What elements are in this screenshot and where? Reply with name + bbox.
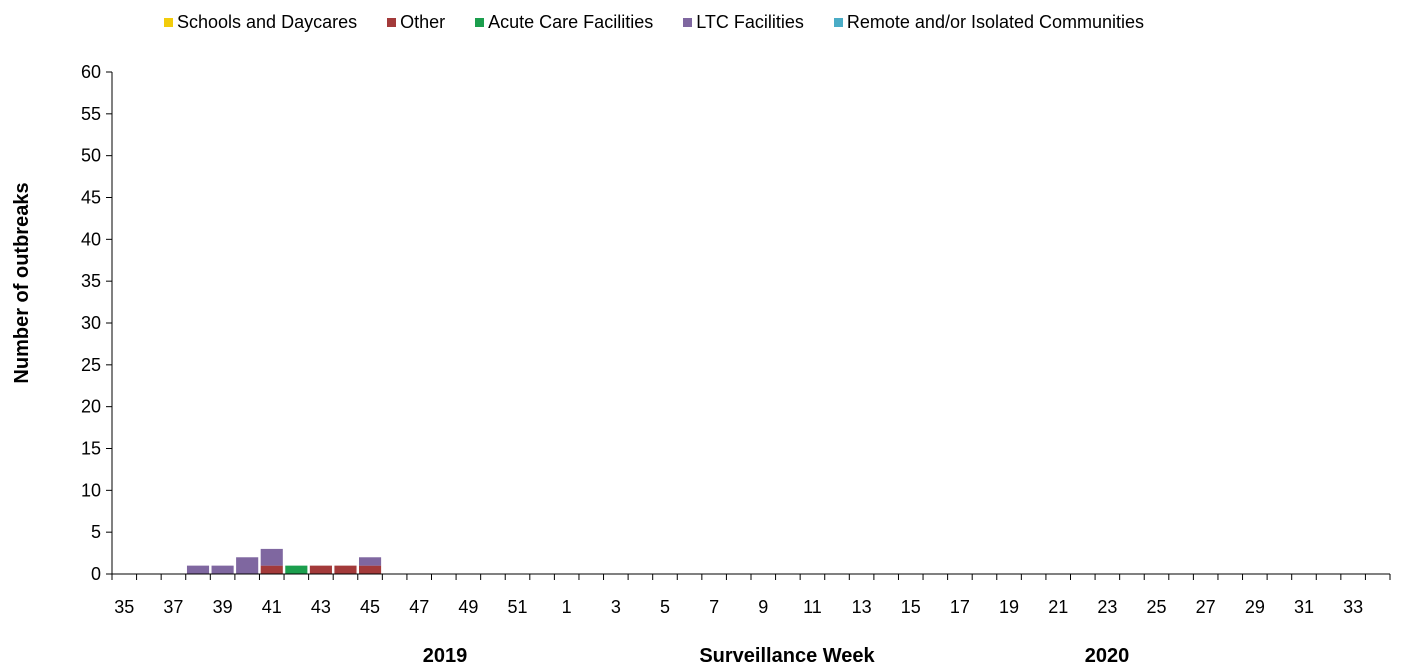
y-tick-label: 20 [81,397,101,417]
y-tick-label: 60 [81,62,101,82]
y-tick-label: 55 [81,104,101,124]
x-tick-label: 17 [950,597,970,617]
bar-segment [236,557,259,574]
legend-label: Remote and/or Isolated Communities [846,11,1145,32]
legend-item: Acute Care Facilities [475,12,653,33]
x-tick-label: 41 [262,597,282,617]
chart-legend: Schools and Daycares Other Acute Care Faci… [164,10,1144,34]
x-tick-label: 21 [1048,597,1068,617]
y-tick-label: 15 [81,439,101,459]
x-tick-label: 37 [163,597,183,617]
x-tick-label: 5 [660,597,670,617]
y-tick-label: 35 [81,271,101,291]
year-label-2020: 2020 [1085,645,1130,667]
x-tick-label: 23 [1097,597,1117,617]
x-tick-label: 13 [852,597,872,617]
legend-item: Other [387,12,445,33]
x-tick-label: 29 [1245,597,1265,617]
y-tick-label: 50 [81,146,101,166]
x-tick-label: 51 [508,597,528,617]
legend-item: Remote and/or Isolated Communities [833,11,1145,33]
x-axis-title: Surveillance Week [699,645,875,667]
x-tick-label: 27 [1196,597,1216,617]
year-label-2019: 2019 [423,645,468,667]
x-tick-label: 35 [114,597,134,617]
x-tick-label: 47 [409,597,429,617]
legend-swatch [164,17,173,27]
x-tick-label: 31 [1294,597,1314,617]
bar-segment [285,565,308,574]
legend-item: LTC Facilities [683,12,804,33]
y-tick-label: 5 [91,522,101,542]
x-tick-label: 7 [709,597,719,617]
bar-segment [260,565,283,574]
y-tick-label: 40 [81,229,101,249]
y-tick-label: 10 [81,480,101,500]
legend-item: Schools and Daycares [164,12,357,33]
legend-swatch [683,17,693,27]
x-tick-label: 1 [562,597,572,617]
bar-segment [260,548,283,566]
x-tick-label: 43 [311,597,331,617]
x-tick-label: 25 [1147,597,1167,617]
bar-segment [211,565,234,574]
y-axis-title: Number of outbreaks [11,182,33,383]
x-tick-label: 11 [803,597,822,617]
x-tick-label: 9 [758,597,768,617]
x-tick-label: 49 [458,597,478,617]
legend-label: Acute Care Facilities [488,11,654,32]
legend-label: LTC Facilities [696,11,804,32]
x-tick-label: 39 [213,597,233,617]
legend-swatch [475,17,485,27]
x-tick-label: 33 [1343,597,1363,617]
x-tick-label: 15 [901,597,921,617]
x-tick-label: 45 [360,597,380,617]
legend-label: Schools and Daycares [177,11,358,32]
bar-segment [309,565,332,574]
legend-swatch [387,17,397,27]
bar-segment [359,557,382,566]
legend-swatch [833,17,843,27]
y-tick-label: 0 [91,564,101,584]
y-tick-label: 30 [81,313,101,333]
x-tick-label: 19 [999,597,1019,617]
x-tick-label: 3 [611,597,621,617]
bar-segment [186,565,210,574]
bar-segment [334,565,357,574]
legend-label: Other [400,11,446,32]
y-tick-label: 25 [81,355,101,375]
bar-segment [359,565,382,574]
y-tick-label: 45 [81,188,101,208]
